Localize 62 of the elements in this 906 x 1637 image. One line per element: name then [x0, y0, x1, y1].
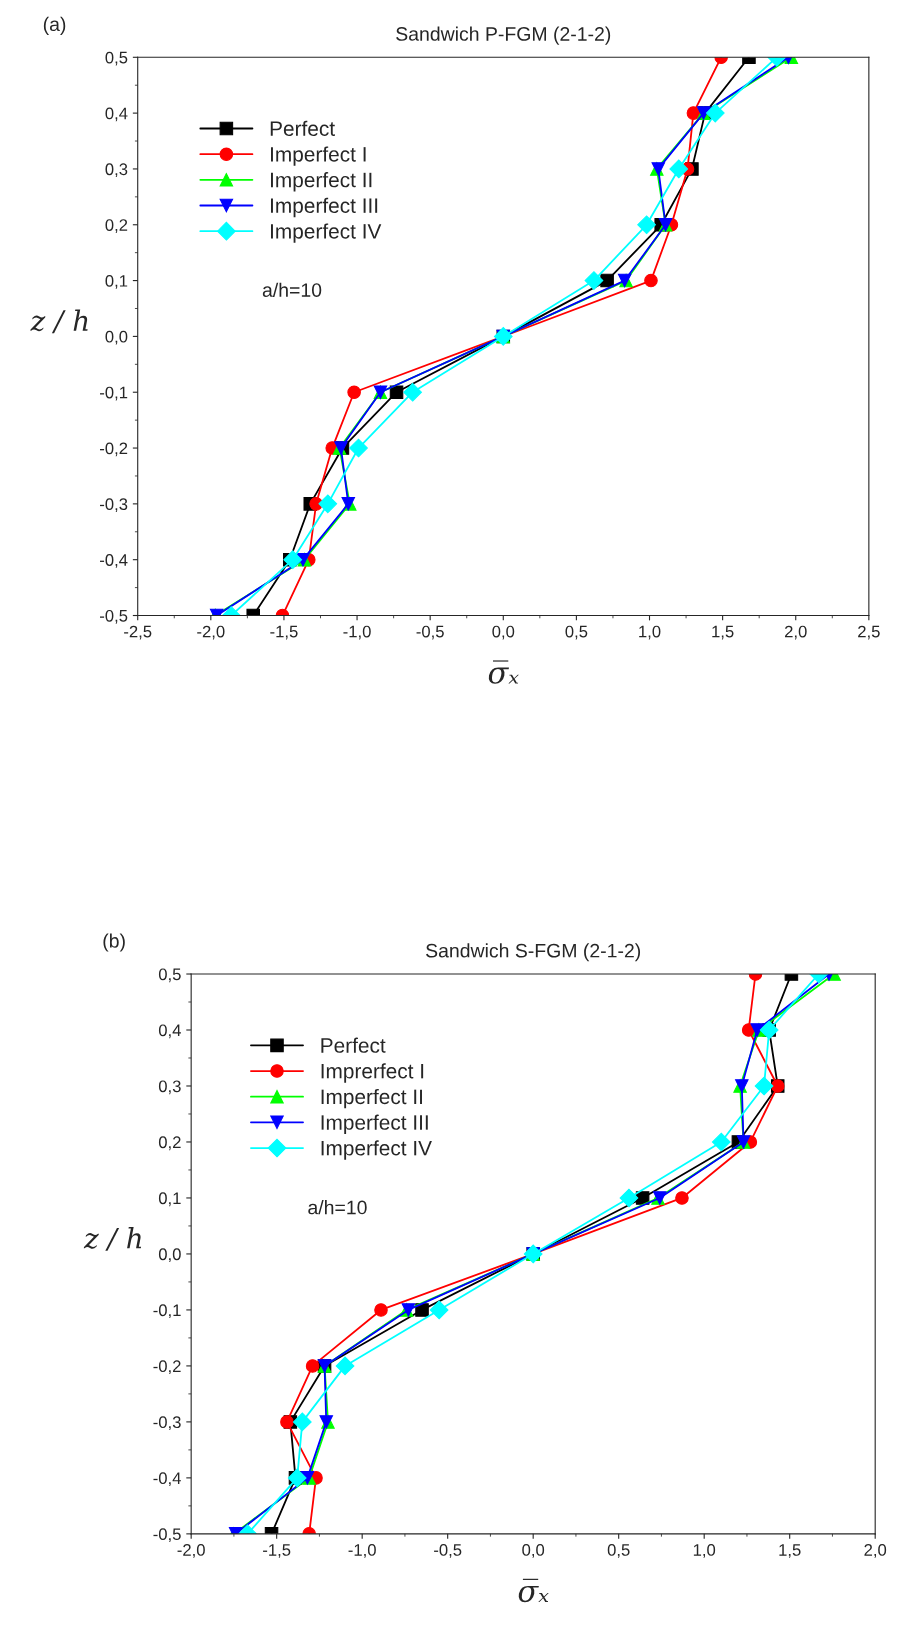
x-tick-label: 1,0	[639, 625, 661, 640]
y-tick-label: -0,3	[100, 498, 128, 513]
y-tick-label: -0,3	[153, 1416, 181, 1431]
legend-label: Imperfect I	[271, 146, 366, 166]
y-tick-label: 0,2	[105, 219, 128, 233]
legend-label: Imprerfect I	[321, 1063, 424, 1083]
y-tick-label: 0,3	[105, 163, 128, 178]
y-tick-label: -0,5	[100, 609, 128, 624]
y-tick-label: 0,5	[158, 968, 181, 983]
legend-label: Imperfect IV	[321, 1140, 432, 1160]
x-tick-label: 0,0	[492, 625, 515, 640]
y-axis-title: z / h	[83, 1227, 142, 1251]
x-tick-label: -2,5	[124, 625, 152, 640]
y-tick-label: -0,1	[153, 1304, 181, 1319]
y-tick-label: -0,4	[100, 554, 128, 568]
y-tick-label: 0,0	[158, 1248, 181, 1263]
x-tick-label: 1,5	[712, 625, 734, 640]
x-tick-label: -2,0	[197, 625, 225, 640]
legend-label: Imperfect IV	[271, 223, 382, 243]
x-tick-label: 0,5	[565, 625, 588, 640]
x-axis-title: σ̅ₓ	[488, 660, 519, 684]
y-tick-label: -0,4	[153, 1472, 181, 1487]
x-tick-label: -0,5	[416, 625, 444, 640]
legend-label: Imperfect III	[321, 1114, 428, 1134]
y-tick-label: -0,2	[100, 442, 128, 457]
chart-title: Sandwich P-FGM (2-1-2)	[396, 26, 611, 45]
y-axis-title: z / h	[30, 309, 88, 334]
x-tick-label: 1,5	[779, 1544, 801, 1558]
x-tick-label: 1,0	[693, 1544, 716, 1558]
chart-title: Sandwich S-FGM (2-1-2)	[426, 943, 641, 962]
y-tick-label: 0,3	[158, 1080, 181, 1095]
y-tick-label: -0,1	[100, 386, 128, 401]
y-tick-label: 0,1	[158, 1192, 181, 1207]
legend-label: Imperfect III	[271, 197, 378, 218]
y-tick-label: 0,4	[158, 1024, 181, 1039]
annotation: a/h=10	[308, 1200, 367, 1215]
x-tick-label: 0,5	[607, 1544, 630, 1558]
x-tick-label: -1,0	[348, 1544, 376, 1558]
x-tick-label: -1,0	[343, 625, 371, 640]
x-tick-label: 0,0	[522, 1544, 545, 1558]
text: (b)	[103, 933, 125, 952]
y-tick-label: -0,5	[153, 1528, 181, 1543]
legend-label: Imperfect II	[271, 172, 372, 192]
x-tick-label: 2,0	[784, 625, 807, 640]
x-axis-title: σ̅ₓ	[518, 1578, 549, 1603]
x-tick-label: -1,5	[263, 1544, 291, 1558]
legend-label: Perfect	[321, 1037, 386, 1053]
legend-label: Imperfect II	[321, 1088, 422, 1109]
annotation: a/h=10	[262, 282, 322, 297]
legend-label: Perfect	[270, 120, 335, 137]
x-tick-label: -1,5	[270, 625, 298, 640]
y-tick-label: 0,5	[105, 51, 128, 66]
x-tick-label: 2,0	[864, 1544, 887, 1558]
x-tick-label: -2,0	[177, 1544, 205, 1558]
text: (a)	[43, 16, 66, 35]
y-tick-label: -0,2	[153, 1360, 181, 1375]
x-tick-label: 2,5	[858, 625, 880, 640]
y-tick-label: 0,2	[158, 1136, 181, 1151]
y-tick-label: 0,1	[105, 274, 128, 289]
y-tick-label: 0,4	[105, 107, 128, 122]
y-tick-label: 0,0	[105, 330, 128, 345]
x-tick-label: -0,5	[434, 1544, 462, 1558]
